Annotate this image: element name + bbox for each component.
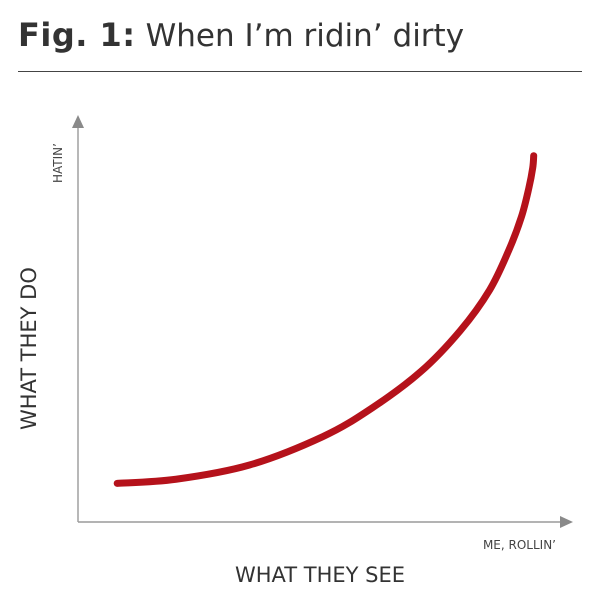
y-axis-end-label: HATIN’ xyxy=(51,143,65,183)
series-line-0 xyxy=(113,152,538,487)
y-axis-arrow-icon xyxy=(72,115,84,128)
x-axis-arrow-icon xyxy=(560,516,573,528)
figure-title: When I’m ridin’ dirty xyxy=(145,18,465,54)
series-layer xyxy=(113,152,538,487)
x-axis-label: WHAT THEY SEE xyxy=(235,563,405,587)
title-divider xyxy=(18,71,582,72)
figure-label: Fig. 1: xyxy=(18,16,136,54)
x-axis-end-label: ME, ROLLIN’ xyxy=(483,538,556,552)
y-axis-label: WHAT THEY DO xyxy=(17,267,41,430)
figure-title-row: Fig. 1: When I’m ridin’ dirty xyxy=(18,16,464,62)
